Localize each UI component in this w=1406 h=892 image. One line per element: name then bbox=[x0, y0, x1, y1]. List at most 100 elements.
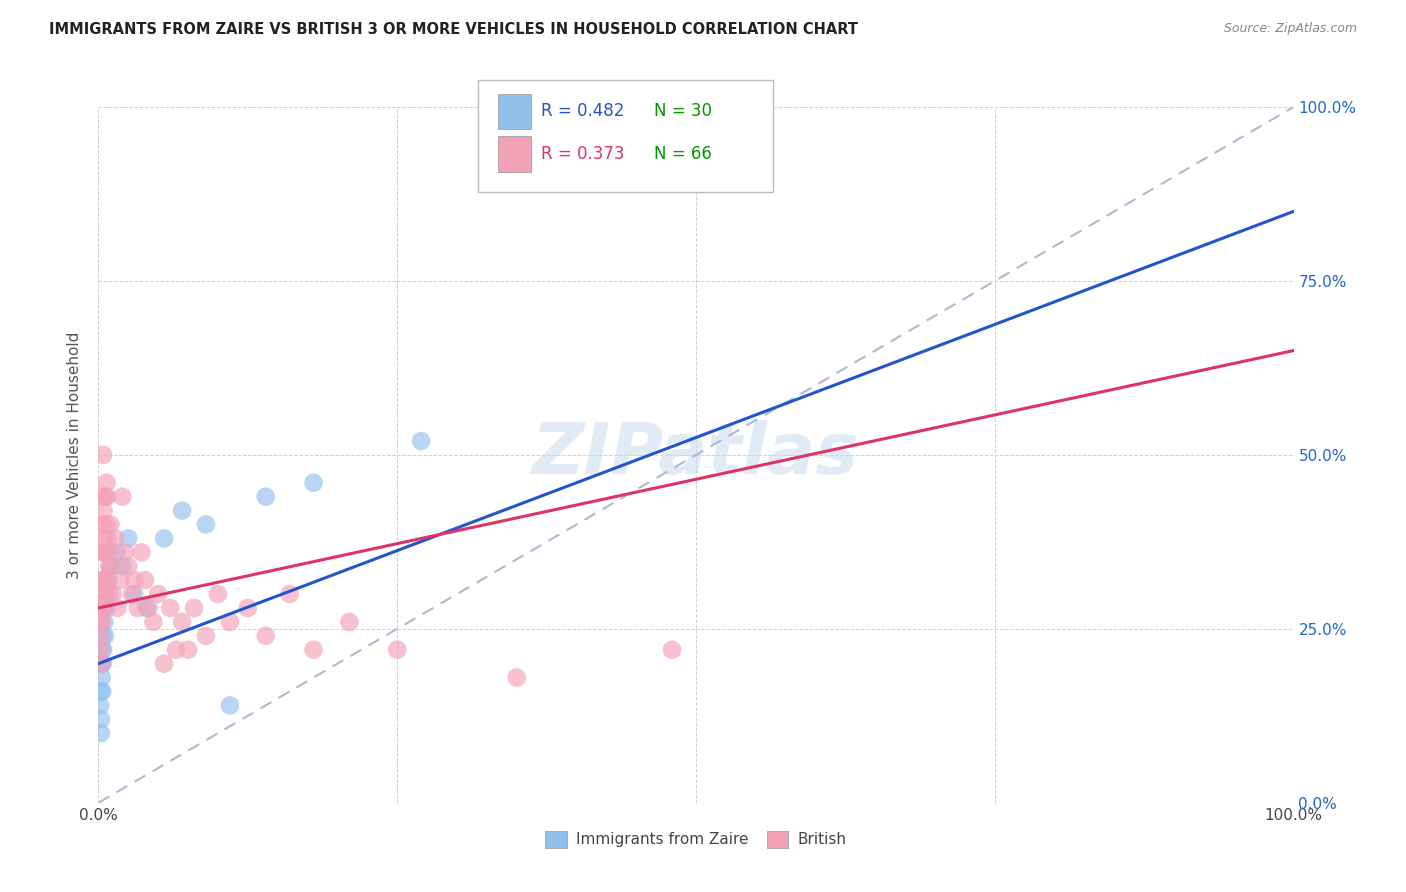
Point bbox=[124, 587, 146, 601]
Point bbox=[89, 615, 111, 629]
Point bbox=[121, 587, 143, 601]
Point bbox=[89, 601, 111, 615]
Point bbox=[91, 657, 114, 671]
Point bbox=[96, 475, 118, 490]
Point bbox=[172, 503, 194, 517]
Point bbox=[97, 573, 120, 587]
Point bbox=[94, 587, 117, 601]
Point bbox=[91, 448, 114, 462]
Point bbox=[96, 601, 118, 615]
Point bbox=[93, 587, 115, 601]
Point bbox=[339, 615, 361, 629]
Point bbox=[90, 684, 112, 698]
Point bbox=[91, 517, 114, 532]
Point bbox=[93, 490, 115, 504]
Point bbox=[107, 601, 129, 615]
Point bbox=[111, 559, 134, 574]
Point bbox=[105, 545, 128, 559]
Point bbox=[124, 573, 146, 587]
Point bbox=[172, 615, 194, 629]
Point bbox=[165, 642, 187, 657]
Point bbox=[90, 671, 112, 685]
Text: N = 66: N = 66 bbox=[654, 145, 711, 163]
Point bbox=[90, 642, 112, 657]
Point bbox=[195, 517, 218, 532]
Point bbox=[91, 545, 114, 559]
Text: N = 30: N = 30 bbox=[654, 103, 711, 120]
Point bbox=[96, 517, 118, 532]
Point bbox=[97, 573, 120, 587]
Point bbox=[254, 629, 277, 643]
Point bbox=[97, 545, 120, 559]
Point bbox=[153, 657, 176, 671]
Point bbox=[183, 601, 205, 615]
Point bbox=[135, 601, 157, 615]
Point bbox=[91, 684, 114, 698]
Point bbox=[207, 587, 229, 601]
Point bbox=[90, 726, 112, 740]
Point bbox=[89, 698, 111, 713]
Text: Source: ZipAtlas.com: Source: ZipAtlas.com bbox=[1223, 22, 1357, 36]
Point bbox=[90, 712, 112, 726]
Point bbox=[98, 559, 121, 574]
Point bbox=[93, 601, 115, 615]
Point bbox=[142, 615, 165, 629]
Point bbox=[98, 559, 122, 574]
Point bbox=[219, 615, 242, 629]
Point bbox=[506, 671, 529, 685]
Point bbox=[90, 615, 112, 629]
Point bbox=[93, 545, 115, 559]
Point bbox=[90, 573, 112, 587]
Point bbox=[745, 100, 768, 114]
Point bbox=[138, 601, 160, 615]
Point bbox=[195, 629, 218, 643]
Point bbox=[661, 642, 683, 657]
Point bbox=[90, 629, 112, 643]
Point bbox=[93, 601, 115, 615]
Point bbox=[90, 657, 112, 671]
Point bbox=[94, 545, 117, 559]
Point bbox=[153, 532, 176, 546]
Point bbox=[236, 601, 259, 615]
Text: ZIPatlas: ZIPatlas bbox=[533, 420, 859, 490]
Point bbox=[98, 517, 122, 532]
Point bbox=[278, 587, 301, 601]
Point bbox=[148, 587, 170, 601]
Point bbox=[93, 532, 115, 546]
Y-axis label: 3 or more Vehicles in Household: 3 or more Vehicles in Household bbox=[67, 331, 83, 579]
Point bbox=[91, 573, 114, 587]
Point bbox=[90, 587, 112, 601]
Point bbox=[93, 503, 115, 517]
Point bbox=[89, 587, 111, 601]
Point bbox=[411, 434, 433, 448]
Point bbox=[159, 601, 181, 615]
Point bbox=[96, 490, 118, 504]
Point bbox=[94, 629, 117, 643]
Point bbox=[91, 642, 114, 657]
Point bbox=[302, 475, 325, 490]
Point bbox=[385, 642, 409, 657]
Text: R = 0.482: R = 0.482 bbox=[541, 103, 624, 120]
Point bbox=[104, 532, 127, 546]
Point bbox=[96, 532, 118, 546]
Point bbox=[108, 573, 131, 587]
Point bbox=[91, 629, 114, 643]
Point bbox=[127, 601, 149, 615]
Point bbox=[302, 642, 325, 657]
Point bbox=[114, 545, 136, 559]
Point bbox=[94, 573, 117, 587]
Point bbox=[101, 587, 124, 601]
Legend: Immigrants from Zaire, British: Immigrants from Zaire, British bbox=[540, 824, 852, 855]
Text: R = 0.373: R = 0.373 bbox=[541, 145, 624, 163]
Point bbox=[134, 573, 156, 587]
Point bbox=[91, 601, 114, 615]
Point bbox=[90, 657, 112, 671]
Point bbox=[117, 532, 139, 546]
Point bbox=[131, 545, 153, 559]
Point bbox=[117, 559, 139, 574]
Point bbox=[98, 587, 121, 601]
Point bbox=[94, 490, 117, 504]
Point bbox=[111, 490, 134, 504]
Point bbox=[219, 698, 242, 713]
Point bbox=[177, 642, 200, 657]
